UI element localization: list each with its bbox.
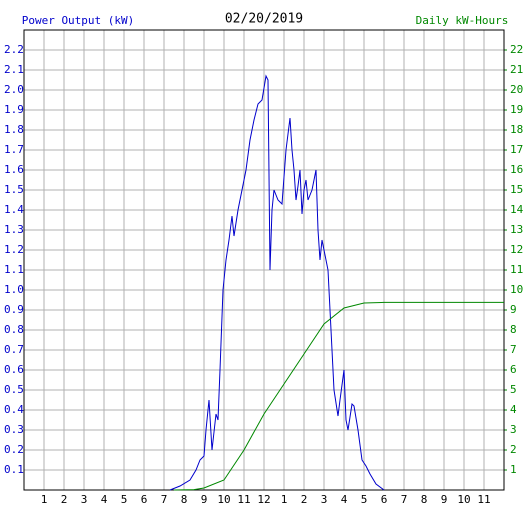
y-tick-label: 1.6 bbox=[4, 163, 24, 176]
y-tick-label: 2.2 bbox=[4, 43, 24, 56]
y-axis-label: Power Output (kW) bbox=[22, 14, 135, 27]
y2-tick-label: 18 bbox=[510, 123, 523, 136]
x-tick-label: 8 bbox=[421, 493, 428, 506]
x-tick-label: 4 bbox=[341, 493, 348, 506]
x-tick-label: 8 bbox=[181, 493, 188, 506]
y-tick-label: 0.8 bbox=[4, 323, 24, 336]
y2-tick-label: 9 bbox=[510, 303, 517, 316]
y-tick-label: 1.0 bbox=[4, 283, 24, 296]
x-tick-label: 9 bbox=[201, 493, 208, 506]
x-tick-label: 2 bbox=[301, 493, 308, 506]
y2-tick-label: 7 bbox=[510, 343, 517, 356]
y2-tick-label: 2 bbox=[510, 443, 517, 456]
y2-tick-label: 10 bbox=[510, 283, 523, 296]
y2-tick-label: 1 bbox=[510, 463, 517, 476]
y-tick-label: 0.4 bbox=[4, 403, 24, 416]
y2-tick-label: 11 bbox=[510, 263, 523, 276]
y2-tick-label: 5 bbox=[510, 383, 517, 396]
x-tick-label: 7 bbox=[161, 493, 168, 506]
y-tick-label: 1.4 bbox=[4, 203, 24, 216]
y-tick-label: 0.9 bbox=[4, 303, 24, 316]
x-tick-label: 1 bbox=[281, 493, 288, 506]
x-tick-label: 6 bbox=[381, 493, 388, 506]
y-tick-label: 2.0 bbox=[4, 83, 24, 96]
y-tick-label: 1.7 bbox=[4, 143, 24, 156]
x-tick-label: 4 bbox=[101, 493, 108, 506]
y-tick-label: 0.1 bbox=[4, 463, 24, 476]
x-tick-label: 11 bbox=[237, 493, 250, 506]
y-tick-label: 1.9 bbox=[4, 103, 24, 116]
x-tick-label: 5 bbox=[121, 493, 128, 506]
y2-axis-label: Daily kW-Hours bbox=[416, 14, 509, 27]
y-tick-label: 0.3 bbox=[4, 423, 24, 436]
y2-tick-label: 21 bbox=[510, 63, 523, 76]
y2-tick-label: 6 bbox=[510, 363, 517, 376]
y2-tick-label: 15 bbox=[510, 183, 523, 196]
y-tick-label: 0.2 bbox=[4, 443, 24, 456]
x-tick-label: 9 bbox=[441, 493, 448, 506]
y-tick-label: 0.5 bbox=[4, 383, 24, 396]
y2-tick-label: 8 bbox=[510, 323, 517, 336]
x-tick-label: 11 bbox=[477, 493, 490, 506]
y2-tick-label: 14 bbox=[510, 203, 524, 216]
y2-tick-label: 13 bbox=[510, 223, 523, 236]
y-tick-label: 1.8 bbox=[4, 123, 24, 136]
y-tick-label: 2.1 bbox=[4, 63, 24, 76]
x-tick-label: 10 bbox=[217, 493, 230, 506]
y-tick-label: 0.7 bbox=[4, 343, 24, 356]
series-line bbox=[173, 301, 504, 491]
y2-tick-label: 16 bbox=[510, 163, 523, 176]
x-tick-label: 1 bbox=[41, 493, 48, 506]
series-line bbox=[169, 74, 385, 491]
x-tick-label: 12 bbox=[257, 493, 270, 506]
y2-tick-label: 12 bbox=[510, 243, 523, 256]
x-tick-label: 10 bbox=[457, 493, 470, 506]
x-tick-label: 6 bbox=[141, 493, 148, 506]
y2-tick-label: 17 bbox=[510, 143, 523, 156]
x-tick-label: 2 bbox=[61, 493, 68, 506]
y2-tick-label: 19 bbox=[510, 103, 523, 116]
y-tick-label: 1.3 bbox=[4, 223, 24, 236]
y2-tick-label: 4 bbox=[510, 403, 517, 416]
plot-frame bbox=[23, 29, 505, 491]
y2-tick-label: 22 bbox=[510, 43, 523, 56]
x-tick-label: 3 bbox=[81, 493, 88, 506]
y2-tick-label: 3 bbox=[510, 423, 517, 436]
y-tick-label: 1.5 bbox=[4, 183, 24, 196]
y2-tick-label: 20 bbox=[510, 83, 523, 96]
chart-title: 02/20/2019 bbox=[225, 12, 303, 27]
y-tick-label: 1.2 bbox=[4, 243, 24, 256]
x-tick-label: 7 bbox=[401, 493, 408, 506]
x-tick-label: 5 bbox=[361, 493, 368, 506]
y-tick-label: 1.1 bbox=[4, 263, 24, 276]
y-tick-label: 0.6 bbox=[4, 363, 24, 376]
x-tick-label: 3 bbox=[321, 493, 328, 506]
